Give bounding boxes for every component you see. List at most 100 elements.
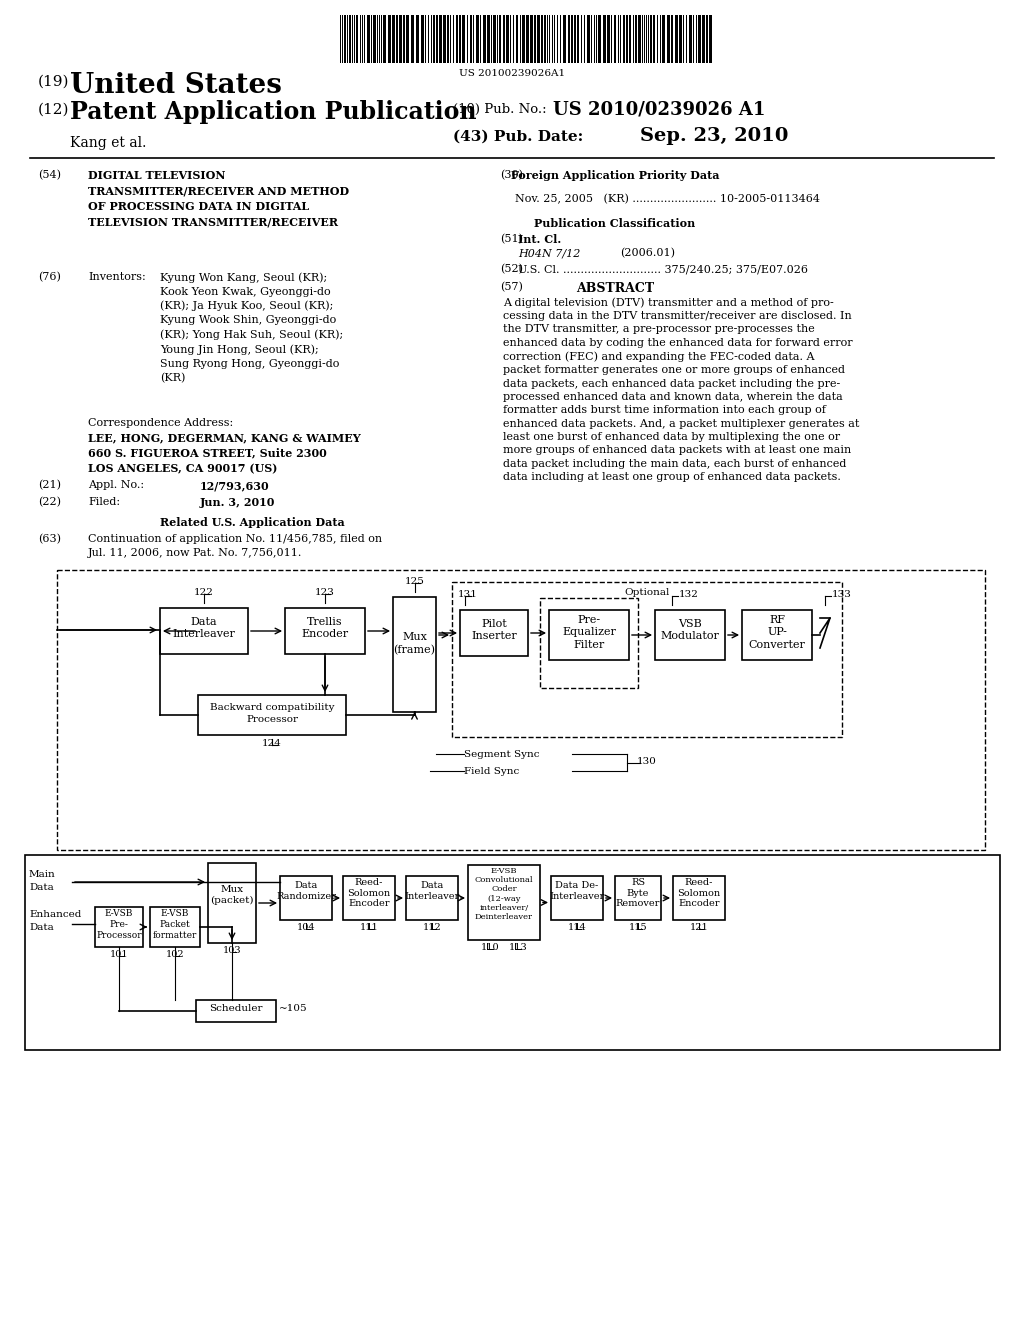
Text: E-VSB
Packet
formatter: E-VSB Packet formatter xyxy=(153,909,198,940)
Bar xyxy=(540,598,638,688)
Bar xyxy=(436,15,438,63)
Bar xyxy=(607,15,610,63)
Bar xyxy=(411,15,414,63)
Bar xyxy=(406,15,409,63)
Text: 102: 102 xyxy=(166,950,184,960)
Text: (2006.01): (2006.01) xyxy=(620,248,675,259)
Text: 131: 131 xyxy=(458,590,478,599)
Text: (22): (22) xyxy=(38,498,61,507)
Text: Data De-
Interleaver: Data De- Interleaver xyxy=(549,880,604,902)
Bar xyxy=(671,15,673,63)
Bar xyxy=(421,15,424,63)
Bar xyxy=(198,696,346,735)
Text: 130: 130 xyxy=(637,756,656,766)
Text: Inventors:: Inventors: xyxy=(88,272,145,282)
Text: Field Sync: Field Sync xyxy=(464,767,519,776)
Text: 104: 104 xyxy=(297,923,315,932)
Bar xyxy=(516,15,518,63)
Text: 123: 123 xyxy=(315,587,335,597)
Text: E-VSB
Pre-
Processor: E-VSB Pre- Processor xyxy=(96,909,141,940)
Bar xyxy=(406,876,458,920)
Bar xyxy=(662,15,665,63)
Text: 115: 115 xyxy=(629,923,647,932)
Bar xyxy=(367,15,370,63)
Bar xyxy=(460,610,528,656)
Bar xyxy=(343,876,395,920)
Bar xyxy=(468,865,540,940)
Bar xyxy=(416,15,419,63)
Text: (51): (51) xyxy=(500,234,523,244)
Text: Scheduler: Scheduler xyxy=(209,1005,263,1012)
Bar xyxy=(698,15,701,63)
Text: Appl. No.:: Appl. No.: xyxy=(88,480,144,490)
Bar xyxy=(689,15,692,63)
Text: ABSTRACT: ABSTRACT xyxy=(575,282,654,294)
Text: LEE, HONG, DEGERMAN, KANG & WAIMEY
660 S. FIGUEROA STREET, Suite 2300
LOS ANGELE: LEE, HONG, DEGERMAN, KANG & WAIMEY 660 S… xyxy=(88,432,360,474)
Text: (52): (52) xyxy=(500,264,523,275)
Bar xyxy=(439,15,442,63)
Text: H04N 7/12: H04N 7/12 xyxy=(518,248,581,257)
Bar xyxy=(638,15,641,63)
Text: 124: 124 xyxy=(262,739,282,748)
Text: Optional: Optional xyxy=(625,587,670,597)
Text: US 20100239026A1: US 20100239026A1 xyxy=(459,69,565,78)
Bar xyxy=(679,15,682,63)
Text: 122: 122 xyxy=(195,587,214,597)
Bar xyxy=(706,15,708,63)
Text: United States: United States xyxy=(70,73,282,99)
Text: Jun. 3, 2010: Jun. 3, 2010 xyxy=(200,498,275,508)
Text: U.S. Cl. ............................ 375/240.25; 375/E07.026: U.S. Cl. ............................ 37… xyxy=(518,264,808,275)
Text: VSB
Modulator: VSB Modulator xyxy=(660,619,720,642)
Text: US 2010/0239026 A1: US 2010/0239026 A1 xyxy=(553,100,765,117)
Text: 125: 125 xyxy=(404,577,424,586)
Bar xyxy=(396,15,398,63)
Text: (21): (21) xyxy=(38,480,61,490)
Bar xyxy=(574,15,575,63)
Bar xyxy=(196,1001,276,1022)
Bar xyxy=(383,15,386,63)
Text: 132: 132 xyxy=(679,590,698,599)
Bar xyxy=(493,15,496,63)
Text: Backward compatibility
Processor: Backward compatibility Processor xyxy=(210,704,334,723)
Text: Segment Sync: Segment Sync xyxy=(464,750,540,759)
Bar xyxy=(356,15,358,63)
Bar xyxy=(470,15,472,63)
Bar xyxy=(626,15,628,63)
Text: 114: 114 xyxy=(567,923,587,932)
Bar xyxy=(534,15,536,63)
Bar xyxy=(443,15,446,63)
Bar xyxy=(344,15,346,63)
Text: (12): (12) xyxy=(38,103,70,117)
Bar xyxy=(629,15,631,63)
Bar xyxy=(603,15,606,63)
Bar xyxy=(530,15,534,63)
Bar xyxy=(483,15,486,63)
Bar xyxy=(702,15,705,63)
Text: Kyung Won Kang, Seoul (KR);
Kook Yeon Kwak, Gyeonggi-do
(KR); Ja Hyuk Koo, Seoul: Kyung Won Kang, Seoul (KR); Kook Yeon Kw… xyxy=(160,272,343,384)
Text: E-VSB
Convolutional
Coder
(12-way
interleaver/
Deinterleaver: E-VSB Convolutional Coder (12-way interl… xyxy=(475,867,534,921)
Text: Patent Application Publication: Patent Application Publication xyxy=(70,100,476,124)
Text: Reed-
Solomon
Encoder: Reed- Solomon Encoder xyxy=(678,878,721,908)
Bar xyxy=(577,15,579,63)
Text: Sep. 23, 2010: Sep. 23, 2010 xyxy=(640,127,788,145)
Text: Mux
(packet): Mux (packet) xyxy=(210,884,254,906)
Text: Enhanced
Data: Enhanced Data xyxy=(29,909,81,932)
Bar xyxy=(503,15,505,63)
Text: ~105: ~105 xyxy=(279,1005,307,1012)
Bar xyxy=(598,15,601,63)
Text: Data
Interleaver: Data Interleaver xyxy=(173,616,236,639)
Text: Related U.S. Application Data: Related U.S. Application Data xyxy=(160,517,345,528)
Text: Filed:: Filed: xyxy=(88,498,120,507)
Text: Pilot
Inserter: Pilot Inserter xyxy=(471,619,517,642)
Text: (43) Pub. Date:: (43) Pub. Date: xyxy=(453,129,584,144)
Bar xyxy=(551,876,603,920)
Text: Publication Classification: Publication Classification xyxy=(535,218,695,228)
Bar xyxy=(160,609,248,653)
Text: 111: 111 xyxy=(359,923,379,932)
Text: Reed-
Solomon
Encoder: Reed- Solomon Encoder xyxy=(347,878,390,908)
Text: Trellis
Encoder: Trellis Encoder xyxy=(301,616,348,639)
Text: 113: 113 xyxy=(509,942,527,952)
Text: Data
Interleaver: Data Interleaver xyxy=(404,880,460,902)
Text: (76): (76) xyxy=(38,272,60,282)
Bar xyxy=(673,876,725,920)
